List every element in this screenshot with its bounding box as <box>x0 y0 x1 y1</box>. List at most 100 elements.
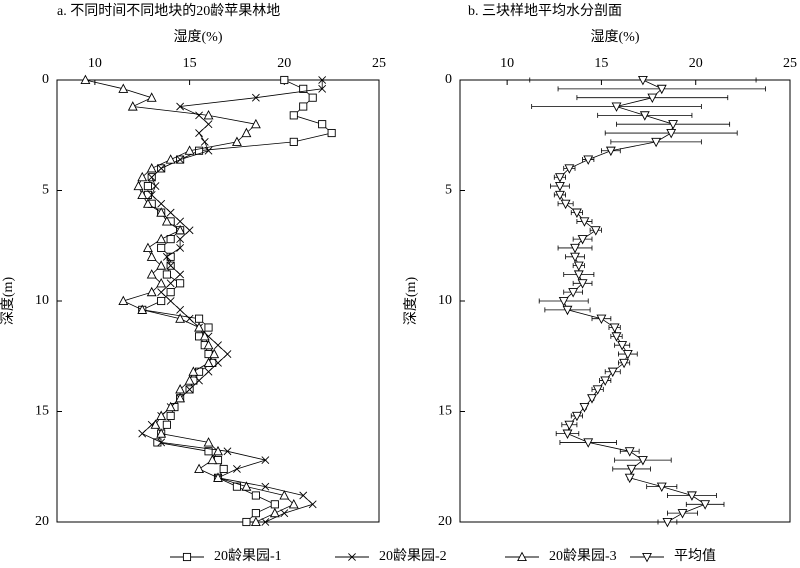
marker <box>143 182 152 191</box>
marker <box>279 490 290 500</box>
x-tick-label: 25 <box>783 56 797 71</box>
marker <box>209 348 220 359</box>
y-tick-label: 15 <box>35 404 49 419</box>
legend-marker <box>642 552 652 563</box>
marker <box>318 76 327 84</box>
marker <box>624 473 635 484</box>
marker <box>156 428 167 438</box>
marker <box>204 323 213 332</box>
marker <box>651 137 662 148</box>
marker <box>166 288 175 297</box>
legend-label: 平均值 <box>674 548 716 564</box>
marker <box>662 517 673 528</box>
marker <box>308 93 317 102</box>
marker <box>207 454 218 465</box>
marker <box>175 392 186 403</box>
marker <box>251 491 260 500</box>
marker <box>176 305 185 314</box>
marker <box>299 491 308 500</box>
marker <box>199 330 210 341</box>
marker <box>571 411 582 422</box>
legend-marker <box>348 553 356 561</box>
marker <box>554 182 565 192</box>
marker <box>577 235 588 245</box>
marker <box>162 252 171 261</box>
legend-label: 20龄果园-3 <box>549 548 617 564</box>
marker <box>562 305 573 316</box>
marker <box>231 136 242 146</box>
marker <box>288 498 299 509</box>
y-tick-label: 20 <box>35 514 49 529</box>
marker <box>622 349 633 360</box>
marker <box>677 509 688 519</box>
marker <box>299 102 308 111</box>
x-axis-label: 湿度(%) <box>591 29 640 45</box>
marker <box>162 270 171 279</box>
marker <box>204 146 213 155</box>
marker <box>573 270 584 280</box>
y-tick-label: 20 <box>438 514 452 529</box>
marker <box>80 74 91 85</box>
marker <box>151 182 160 190</box>
legend-marker <box>517 551 527 562</box>
marker <box>176 244 185 252</box>
marker <box>308 500 317 509</box>
marker <box>564 164 575 174</box>
marker <box>666 128 677 139</box>
marker <box>165 154 176 164</box>
marker <box>176 217 185 226</box>
marker <box>176 279 185 288</box>
marker <box>214 341 222 350</box>
marker <box>213 445 223 456</box>
marker <box>270 500 279 509</box>
marker <box>166 279 175 288</box>
marker <box>204 367 213 376</box>
marker <box>558 296 569 307</box>
marker <box>562 429 573 439</box>
marker <box>656 482 667 493</box>
x-tick-label: 10 <box>500 56 514 71</box>
marker <box>583 438 594 448</box>
x-axis-label: 湿度(%) <box>174 29 223 45</box>
x-tick-label: 10 <box>88 56 102 71</box>
marker <box>577 279 588 289</box>
marker <box>241 127 252 138</box>
marker <box>203 109 214 120</box>
marker <box>626 464 637 475</box>
marker <box>142 242 153 253</box>
marker <box>147 173 156 182</box>
marker <box>194 322 205 332</box>
marker <box>195 111 203 120</box>
marker <box>554 190 565 201</box>
marker <box>147 191 156 199</box>
marker <box>150 419 161 429</box>
legend-label: 20龄果园-2 <box>379 548 447 564</box>
marker <box>242 517 251 527</box>
marker <box>579 403 590 413</box>
x-tick-label: 20 <box>689 56 703 71</box>
marker <box>156 277 167 288</box>
marker <box>251 93 260 102</box>
marker <box>176 270 185 279</box>
marker <box>157 438 166 447</box>
marker <box>571 208 582 218</box>
marker <box>570 252 580 263</box>
marker <box>118 83 129 93</box>
marker <box>686 491 697 501</box>
marker <box>261 518 270 526</box>
marker <box>590 226 601 236</box>
marker <box>668 120 679 130</box>
marker <box>587 394 597 404</box>
marker <box>250 516 261 527</box>
marker <box>157 288 166 297</box>
marker <box>166 235 175 244</box>
marker <box>156 207 167 217</box>
marker <box>269 507 280 518</box>
marker <box>137 304 148 314</box>
marker <box>241 481 252 491</box>
legend-label: 20龄果园-1 <box>214 548 282 564</box>
marker <box>146 92 157 102</box>
marker <box>280 75 289 85</box>
marker <box>166 208 175 217</box>
